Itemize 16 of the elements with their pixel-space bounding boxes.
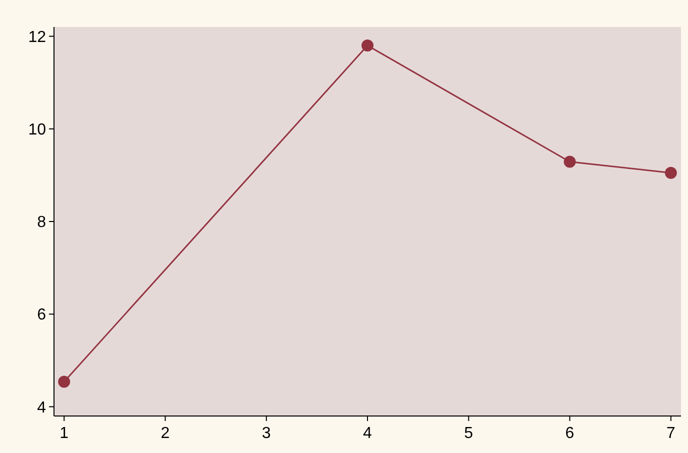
x-tick-label: 6 <box>565 425 574 442</box>
x-tick-label: 3 <box>262 425 271 442</box>
point <box>58 376 70 388</box>
point <box>564 156 576 168</box>
x-tick-label: 1 <box>60 425 69 442</box>
y-tick-label: 4 <box>37 399 46 416</box>
y-tick-label: 6 <box>37 306 46 324</box>
x-tick-label: 2 <box>160 425 170 442</box>
x-tick-label: 5 <box>464 425 474 442</box>
y-tick-label: 10 <box>28 121 46 138</box>
point <box>362 40 374 52</box>
y-tick-label: 12 <box>28 28 46 46</box>
x-tick-label: 7 <box>666 425 676 442</box>
x-tick-label: 4 <box>363 425 372 442</box>
y-tick-label: 8 <box>37 214 46 232</box>
point <box>664 166 677 179</box>
